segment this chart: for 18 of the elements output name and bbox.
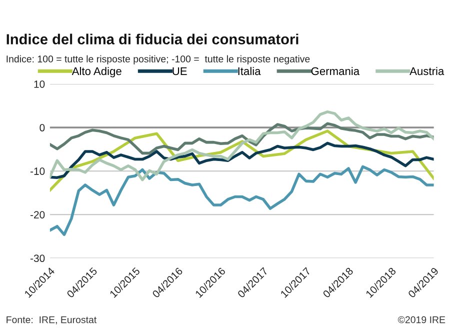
- y-tick-label: -30: [30, 254, 45, 262]
- text: ©2019 IRE: [398, 316, 446, 324]
- y-tick-label: 0: [40, 124, 45, 132]
- y-tick-label: 10: [34, 80, 45, 88]
- legend-label: Germania: [311, 66, 360, 76]
- legend-label: Italia: [238, 66, 261, 76]
- chart-subtitle: Indice: 100 = tutte le risposte positive; -100 = tutte le risposte negative: [6, 55, 310, 64]
- line-series: [50, 165, 434, 236]
- line-series: [50, 142, 434, 179]
- y-tick-label: -10: [30, 168, 45, 175]
- y-tick-label: -20: [30, 211, 45, 218]
- chart-title: Indice del clima di fiducia dei consumatori: [6, 34, 298, 44]
- legend-label: UE: [172, 67, 187, 76]
- legend-label: Alto Adige: [72, 66, 122, 78]
- legend-label: Austria: [410, 66, 444, 76]
- line-series: [50, 122, 434, 155]
- line-series: [50, 110, 434, 182]
- source-note: Fonte: IRE, Eurostat: [6, 316, 97, 324]
